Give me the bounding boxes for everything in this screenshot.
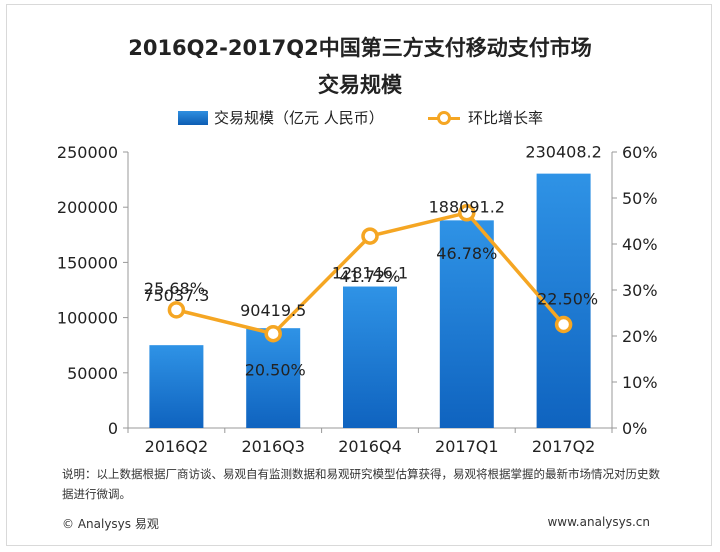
x-tick-label: 2017Q1 — [435, 437, 499, 456]
y-right-tick-label: 10% — [622, 373, 658, 392]
y-right-tick-label: 50% — [622, 189, 658, 208]
y-left-tick-label: 0 — [108, 419, 118, 438]
y-right-tick-label: 20% — [622, 327, 658, 346]
bar — [343, 286, 397, 428]
bar — [536, 173, 591, 428]
chart-title: 2016Q2-2017Q2中国第三方支付移动支付市场 交易规模 — [0, 30, 720, 104]
y-left-tick-label: 250000 — [57, 143, 118, 162]
bar-value-label: 230408.2 — [525, 143, 601, 162]
bar — [246, 328, 301, 428]
legend-bar-swatch — [178, 111, 208, 125]
y-right-tick-label: 60% — [622, 143, 658, 162]
copyright-text: © Analysys 易观 — [62, 517, 159, 531]
bar-value-label: 188091.2 — [429, 197, 505, 216]
y-left-tick-label: 50000 — [67, 364, 118, 383]
bar-value-label: 128146.1 — [332, 264, 408, 283]
x-tick-label: 2016Q2 — [145, 437, 209, 456]
x-tick-label: 2016Q4 — [338, 437, 402, 456]
chart-frame — [6, 4, 712, 546]
growth-point — [167, 301, 186, 319]
combo-chart: 0 50000 100000 150000 200000 250000 0% 10% 20% 30… — [57, 143, 658, 456]
line-value-label: 25.68% — [144, 279, 205, 298]
y-left-tick-label: 100000 — [57, 309, 118, 328]
growth-point — [458, 204, 476, 222]
y-right-tick-label: 0% — [622, 419, 647, 438]
y-left-tick-label: 200000 — [57, 198, 118, 217]
chart-title-line2: 交易规模 — [318, 73, 402, 97]
x-tick-label: 2017Q2 — [532, 437, 596, 456]
growth-point — [554, 315, 573, 334]
legend-line-marker — [437, 111, 451, 125]
line-value-label: 41.72% — [339, 267, 400, 286]
y-right-tick-label: 40% — [622, 235, 658, 254]
x-tick-label: 2016Q3 — [241, 437, 305, 456]
bar — [439, 220, 494, 428]
growth-point — [264, 324, 282, 343]
chart-title-line1: 2016Q2-2017Q2中国第三方支付移动支付市场 — [128, 36, 592, 60]
legend-bar-label: 交易规模（亿元 人民币） — [214, 109, 384, 127]
line-value-label: 20.50% — [245, 361, 306, 380]
legend: 交易规模（亿元 人民币） 环比增长率 — [0, 107, 720, 131]
growth-point — [361, 227, 379, 245]
y-left-tick-label: 150000 — [57, 253, 118, 272]
website-text: www.analysys.cn — [547, 515, 650, 529]
bar-value-label: 75037.3 — [143, 286, 209, 305]
line-value-label: 22.50% — [537, 290, 598, 309]
chart-note: 说明：以上数据根据厂商访谈、易观自有监测数据和易观研究模型估算获得，易观将根据掌… — [62, 467, 660, 501]
legend-line-label: 环比增长率 — [468, 109, 544, 127]
line-value-label: 46.78% — [436, 244, 497, 263]
bar — [149, 345, 204, 428]
bar-value-label: 90419.5 — [240, 301, 306, 320]
y-right-tick-label: 30% — [622, 281, 658, 300]
